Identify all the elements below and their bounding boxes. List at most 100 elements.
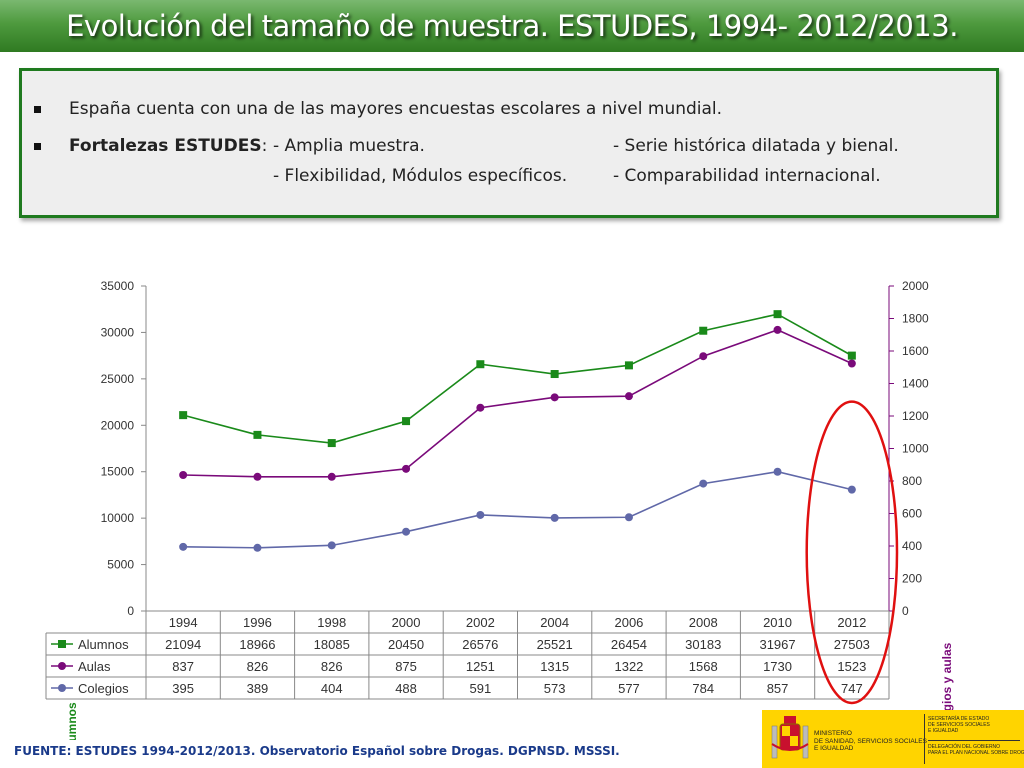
data-point-alumnos bbox=[847, 351, 856, 360]
x-tick-label: 1994 bbox=[169, 615, 198, 630]
strength-item: - Flexibilidad, Módulos específicos. bbox=[273, 166, 568, 186]
legend-key-marker bbox=[58, 662, 66, 670]
data-point-aulas bbox=[327, 472, 336, 481]
legend-label: Aulas bbox=[78, 659, 111, 674]
table-cell-value: 1322 bbox=[614, 659, 643, 674]
data-point-aulas bbox=[550, 393, 559, 402]
y-tick-label-left: 15000 bbox=[101, 465, 135, 479]
data-point-alumnos bbox=[476, 360, 485, 369]
y-tick-label-left: 10000 bbox=[101, 511, 135, 525]
data-point-aulas bbox=[773, 325, 782, 334]
source-footer: FUENTE: ESTUDES 1994-2012/2013. Observat… bbox=[14, 744, 620, 758]
y-tick-label-right: 1800 bbox=[902, 312, 929, 326]
table-cell-value: 30183 bbox=[685, 637, 721, 652]
series-line-aulas bbox=[183, 329, 853, 478]
x-tick-label: 2006 bbox=[614, 615, 643, 630]
data-point-colegios bbox=[624, 513, 633, 522]
table-cell-value: 389 bbox=[247, 681, 269, 696]
data-point-aulas bbox=[253, 472, 262, 481]
ministry-logo: MINISTERIO DE SANIDAD, SERVICIOS SOCIALE… bbox=[762, 710, 1024, 768]
table-cell-value: 747 bbox=[841, 681, 863, 696]
data-point-alumnos bbox=[699, 326, 708, 335]
y-tick-label-right: 1000 bbox=[902, 442, 929, 456]
data-point-alumnos bbox=[624, 361, 633, 370]
x-tick-label: 2008 bbox=[689, 615, 718, 630]
data-point-aulas bbox=[699, 352, 708, 361]
highlight-ellipse bbox=[805, 400, 899, 705]
y-tick-label-left: 20000 bbox=[101, 418, 135, 432]
y-tick-label-right: 1600 bbox=[902, 344, 929, 358]
table-cell-value: 857 bbox=[767, 681, 789, 696]
summary-box: España cuenta con una de las mayores enc… bbox=[19, 68, 999, 218]
table-cell-value: 488 bbox=[395, 681, 417, 696]
strength-item: - Amplia muestra. bbox=[273, 136, 425, 156]
data-point-colegios bbox=[773, 467, 782, 476]
table-cell-value: 20450 bbox=[388, 637, 424, 652]
y-tick-label-right: 1200 bbox=[902, 409, 929, 423]
table-cell-value: 25521 bbox=[537, 637, 573, 652]
table-cell-value: 31967 bbox=[759, 637, 795, 652]
strengths-colon: : bbox=[261, 136, 268, 156]
coat-of-arms-icon bbox=[771, 716, 809, 759]
y-tick-label-right: 800 bbox=[902, 474, 922, 488]
table-cell-value: 404 bbox=[321, 681, 343, 696]
y-tick-label-left: 5000 bbox=[107, 558, 134, 572]
x-tick-label: 2004 bbox=[540, 615, 569, 630]
y-tick-label-right: 200 bbox=[902, 572, 922, 586]
y-tick-label-left: 0 bbox=[127, 604, 134, 618]
table-cell-value: 395 bbox=[172, 681, 194, 696]
table-cell-value: 26576 bbox=[462, 637, 498, 652]
table-cell-value: 1315 bbox=[540, 659, 569, 674]
legend-label: Colegios bbox=[78, 681, 129, 696]
data-point-alumnos bbox=[327, 439, 336, 448]
logo-divider bbox=[924, 714, 925, 764]
x-tick-label: 2010 bbox=[763, 615, 792, 630]
data-point-aulas bbox=[179, 470, 188, 479]
data-point-colegios bbox=[476, 510, 485, 519]
x-tick-label: 1998 bbox=[317, 615, 346, 630]
y-tick-label-right: 400 bbox=[902, 539, 922, 553]
data-point-alumnos bbox=[179, 411, 188, 420]
y-tick-label-right: 1400 bbox=[902, 377, 929, 391]
bullet-square-icon bbox=[34, 106, 41, 113]
table-cell-value: 27503 bbox=[834, 637, 870, 652]
data-point-colegios bbox=[847, 485, 856, 494]
table-cell-value: 1730 bbox=[763, 659, 792, 674]
x-tick-label: 2000 bbox=[392, 615, 421, 630]
data-point-aulas bbox=[624, 392, 633, 401]
table-cell-value: 573 bbox=[544, 681, 566, 696]
table-cell-value: 18085 bbox=[314, 637, 350, 652]
x-tick-label: 2002 bbox=[466, 615, 495, 630]
title-bar: Evolución del tamaño de muestra. ESTUDES… bbox=[0, 0, 1024, 52]
data-point-aulas bbox=[402, 464, 411, 473]
strength-item: - Comparabilidad internacional. bbox=[613, 166, 881, 186]
bullet-square-icon bbox=[34, 143, 41, 150]
y-tick-label-left: 35000 bbox=[101, 279, 135, 293]
x-tick-label: 1996 bbox=[243, 615, 272, 630]
table-cell-value: 21094 bbox=[165, 637, 201, 652]
data-point-aulas bbox=[476, 403, 485, 412]
y-tick-label-left: 30000 bbox=[101, 325, 135, 339]
strengths-heading: Fortalezas ESTUDES bbox=[69, 136, 262, 156]
table-cell-value: 837 bbox=[172, 659, 194, 674]
series-line-alumnos bbox=[182, 313, 853, 444]
table-cell-value: 784 bbox=[692, 681, 714, 696]
data-point-alumnos bbox=[773, 310, 782, 319]
y-tick-label-right: 600 bbox=[902, 507, 922, 521]
secretaria-name: SECRETARÍA DE ESTADO DE SERVICIOS SOCIAL… bbox=[928, 716, 990, 734]
slide-title: Evolución del tamaño de muestra. ESTUDES… bbox=[66, 9, 958, 43]
table-cell-value: 826 bbox=[247, 659, 269, 674]
data-point-alumnos bbox=[253, 430, 262, 439]
logo-divider bbox=[928, 740, 1020, 741]
series-line-colegios bbox=[183, 470, 853, 549]
data-point-colegios bbox=[179, 542, 188, 551]
data-point-colegios bbox=[402, 527, 411, 536]
table-cell-value: 875 bbox=[395, 659, 417, 674]
table-cell-value: 826 bbox=[321, 659, 343, 674]
sample-size-chart: Alumnos Colegios y aulas 050001000015000… bbox=[45, 279, 954, 740]
legend-label: Alumnos bbox=[78, 637, 129, 652]
table-cell-value: 1568 bbox=[689, 659, 718, 674]
y-tick-label-left: 25000 bbox=[101, 372, 135, 386]
table-cell-value: 18966 bbox=[239, 637, 275, 652]
ministry-name: MINISTERIO DE SANIDAD, SERVICIOS SOCIALE… bbox=[814, 730, 927, 752]
